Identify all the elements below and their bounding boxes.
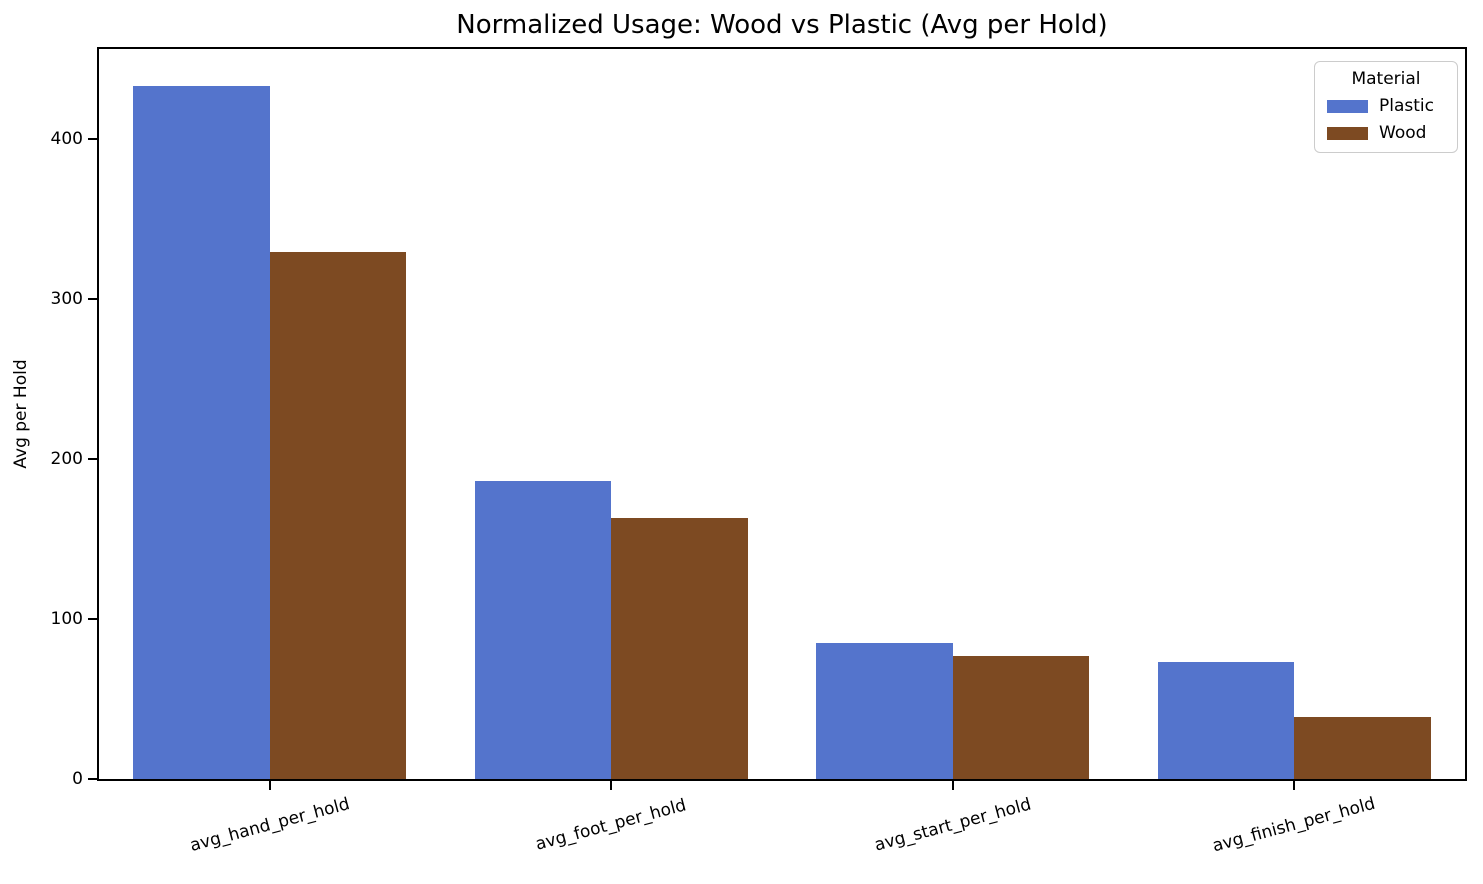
bar-wood-avg_hand_per_hold <box>269 252 407 779</box>
bar-plastic-avg_start_per_hold <box>816 642 953 779</box>
y-tick-mark <box>88 297 97 300</box>
y-tick-label: 0 <box>72 769 83 789</box>
y-tick-label: 400 <box>50 128 83 149</box>
legend-item-wood: Wood <box>1327 123 1445 143</box>
bar-wood-avg_start_per_hold <box>952 655 1090 779</box>
legend-title: Material <box>1351 69 1421 89</box>
legend-swatch-wood-icon <box>1327 126 1368 140</box>
bar-wood-avg_foot_per_hold <box>611 518 748 779</box>
y-tick-mark <box>88 778 97 780</box>
chart-title: Normalized Usage: Wood vs Plastic (Avg p… <box>456 10 1108 40</box>
bar-plastic-avg_finish_per_hold <box>1157 662 1295 779</box>
x-tick-mark <box>951 781 954 790</box>
legend-rows: Plastic Wood <box>1327 96 1445 143</box>
y-tick-mark <box>88 617 97 620</box>
legend-item-plastic: Plastic <box>1327 96 1445 116</box>
bar-plastic-avg_foot_per_hold <box>474 481 612 779</box>
x-tick-mark <box>1293 781 1296 790</box>
y-tick-mark <box>88 137 97 140</box>
y-tick-mark <box>88 457 97 460</box>
x-tick-mark <box>268 781 271 790</box>
y-tick-label: 200 <box>50 448 83 469</box>
legend-label-wood: Wood <box>1379 123 1427 143</box>
y-tick-label: 100 <box>50 608 83 629</box>
y-tick-label: 300 <box>50 288 83 309</box>
legend-label-plastic: Plastic <box>1379 96 1434 116</box>
legend: Material Plastic Wood <box>1314 61 1458 153</box>
x-tick-mark <box>610 781 613 790</box>
plot-area: Material Plastic Wood 0 100 200 300 400 avg_ha… <box>51 47 1467 856</box>
bar-wood-avg_finish_per_hold <box>1294 716 1431 779</box>
legend-swatch-plastic-icon <box>1327 99 1368 113</box>
bar-plastic-avg_hand_per_hold <box>133 85 270 779</box>
